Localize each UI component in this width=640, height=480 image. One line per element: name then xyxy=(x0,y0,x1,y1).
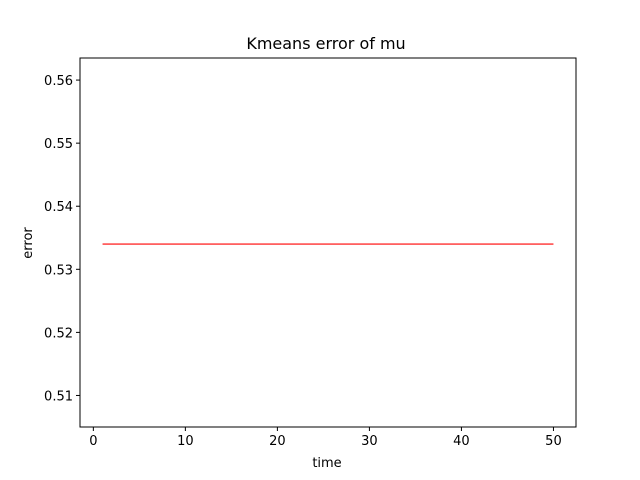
y-axis-label: error xyxy=(21,227,36,259)
x-tick-label: 0 xyxy=(89,434,97,449)
plot-frame xyxy=(79,57,577,428)
y-tick-label: 0.54 xyxy=(44,200,73,215)
x-tick-label: 40 xyxy=(453,434,470,449)
chart-title: Kmeans error of mu xyxy=(246,34,405,53)
y-tick-label: 0.51 xyxy=(44,389,73,404)
y-axis: 0.51 0.52 0.53 0.54 0.55 0.56 xyxy=(44,74,80,404)
x-tick-label: 30 xyxy=(361,434,378,449)
y-tick-label: 0.52 xyxy=(44,326,73,341)
y-tick-label: 0.56 xyxy=(44,74,73,89)
x-tick-label: 50 xyxy=(545,434,562,449)
x-tick-label: 20 xyxy=(269,434,286,449)
x-tick-label: 10 xyxy=(177,434,194,449)
y-tick-label: 0.55 xyxy=(44,137,73,152)
x-axis: 0 10 20 30 40 50 xyxy=(89,427,562,449)
y-tick-label: 0.53 xyxy=(44,263,73,278)
x-axis-label: time xyxy=(312,456,341,471)
